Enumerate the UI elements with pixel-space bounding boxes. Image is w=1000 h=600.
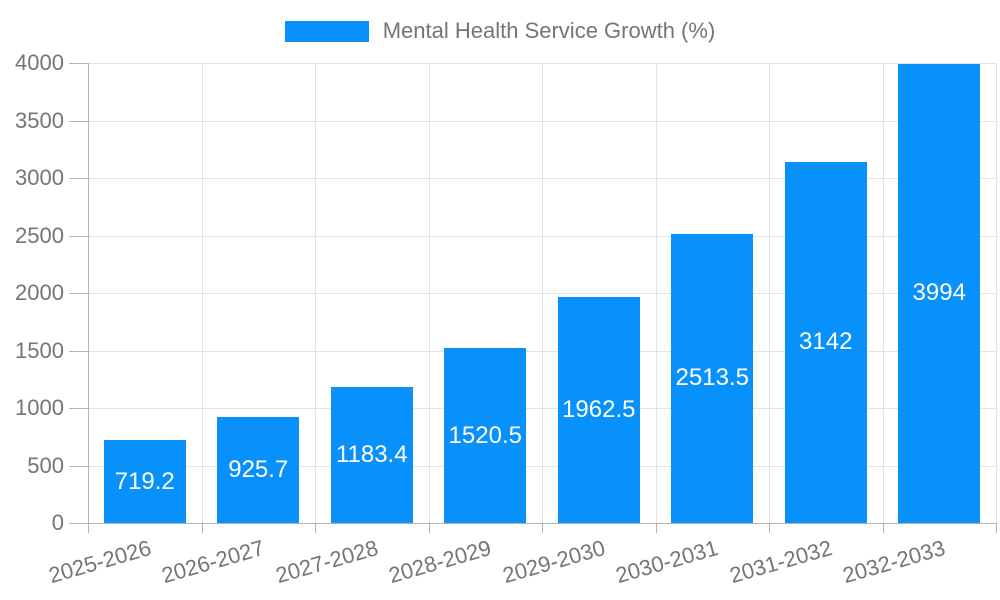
y-axis-line [88, 63, 89, 523]
v-gridline [202, 63, 203, 523]
legend-swatch [284, 20, 369, 42]
v-gridline [429, 63, 430, 523]
bar-value-label: 1183.4 [335, 440, 408, 468]
y-tick-label: 1500 [15, 337, 64, 363]
x-tick [996, 523, 997, 533]
y-tick-label: 1000 [15, 395, 64, 420]
y-tick-label: 3000 [15, 165, 64, 190]
v-gridline [883, 63, 884, 523]
bar: 1183.4 [330, 386, 413, 523]
bar: 3142 [784, 161, 867, 523]
y-tick-label: 2000 [15, 280, 64, 305]
v-gridline [315, 63, 316, 523]
x-tick [542, 523, 543, 533]
y-tick [69, 63, 88, 64]
x-tick [883, 523, 884, 533]
y-tick-label: 2500 [15, 222, 64, 248]
legend-label: Mental Health Service Growth (%) [382, 18, 716, 43]
y-tick [69, 120, 88, 122]
x-tick [88, 523, 89, 533]
y-tick-label: 3500 [15, 107, 64, 133]
v-gridline [542, 63, 543, 523]
x-tick [769, 523, 770, 533]
y-tick-label: 4000 [15, 50, 64, 75]
bar-value-label: 3994 [912, 279, 966, 307]
legend: Mental Health Service Growth (%) [0, 18, 1000, 44]
bar: 2513.5 [671, 233, 754, 523]
bar: 1962.5 [557, 297, 640, 523]
v-gridline [996, 63, 997, 523]
y-tick [69, 235, 88, 237]
x-tick [315, 523, 316, 533]
bar: 719.2 [103, 440, 186, 523]
bar-value-label: 1962.5 [562, 396, 636, 424]
y-tick [69, 523, 88, 524]
y-tick [69, 350, 88, 352]
bar-value-label: 719.2 [114, 467, 175, 495]
x-tick [202, 523, 203, 533]
plot-area: 719.2 925.7 1183.4 1520.5 1962.5 2513.5 3142 39… [88, 63, 997, 533]
bar-value-label: 2513.5 [675, 364, 749, 392]
y-tick [69, 293, 88, 294]
y-tick-label: 500 [27, 452, 64, 478]
y-tick [69, 178, 88, 179]
x-axis-line [88, 523, 996, 524]
x-tick [656, 523, 657, 533]
bar-value-label: 925.7 [228, 455, 289, 483]
x-tick [429, 523, 430, 533]
bar-value-label: 3142 [799, 328, 853, 356]
v-gridline [656, 63, 657, 523]
y-tick [69, 408, 88, 409]
bar-value-label: 1520.5 [448, 421, 522, 449]
bar: 1520.5 [444, 348, 527, 523]
y-tick [69, 465, 88, 467]
v-gridline [769, 63, 770, 523]
y-tick-label: 0 [51, 510, 64, 535]
bar: 925.7 [217, 416, 300, 523]
bar: 3994 [898, 63, 981, 523]
